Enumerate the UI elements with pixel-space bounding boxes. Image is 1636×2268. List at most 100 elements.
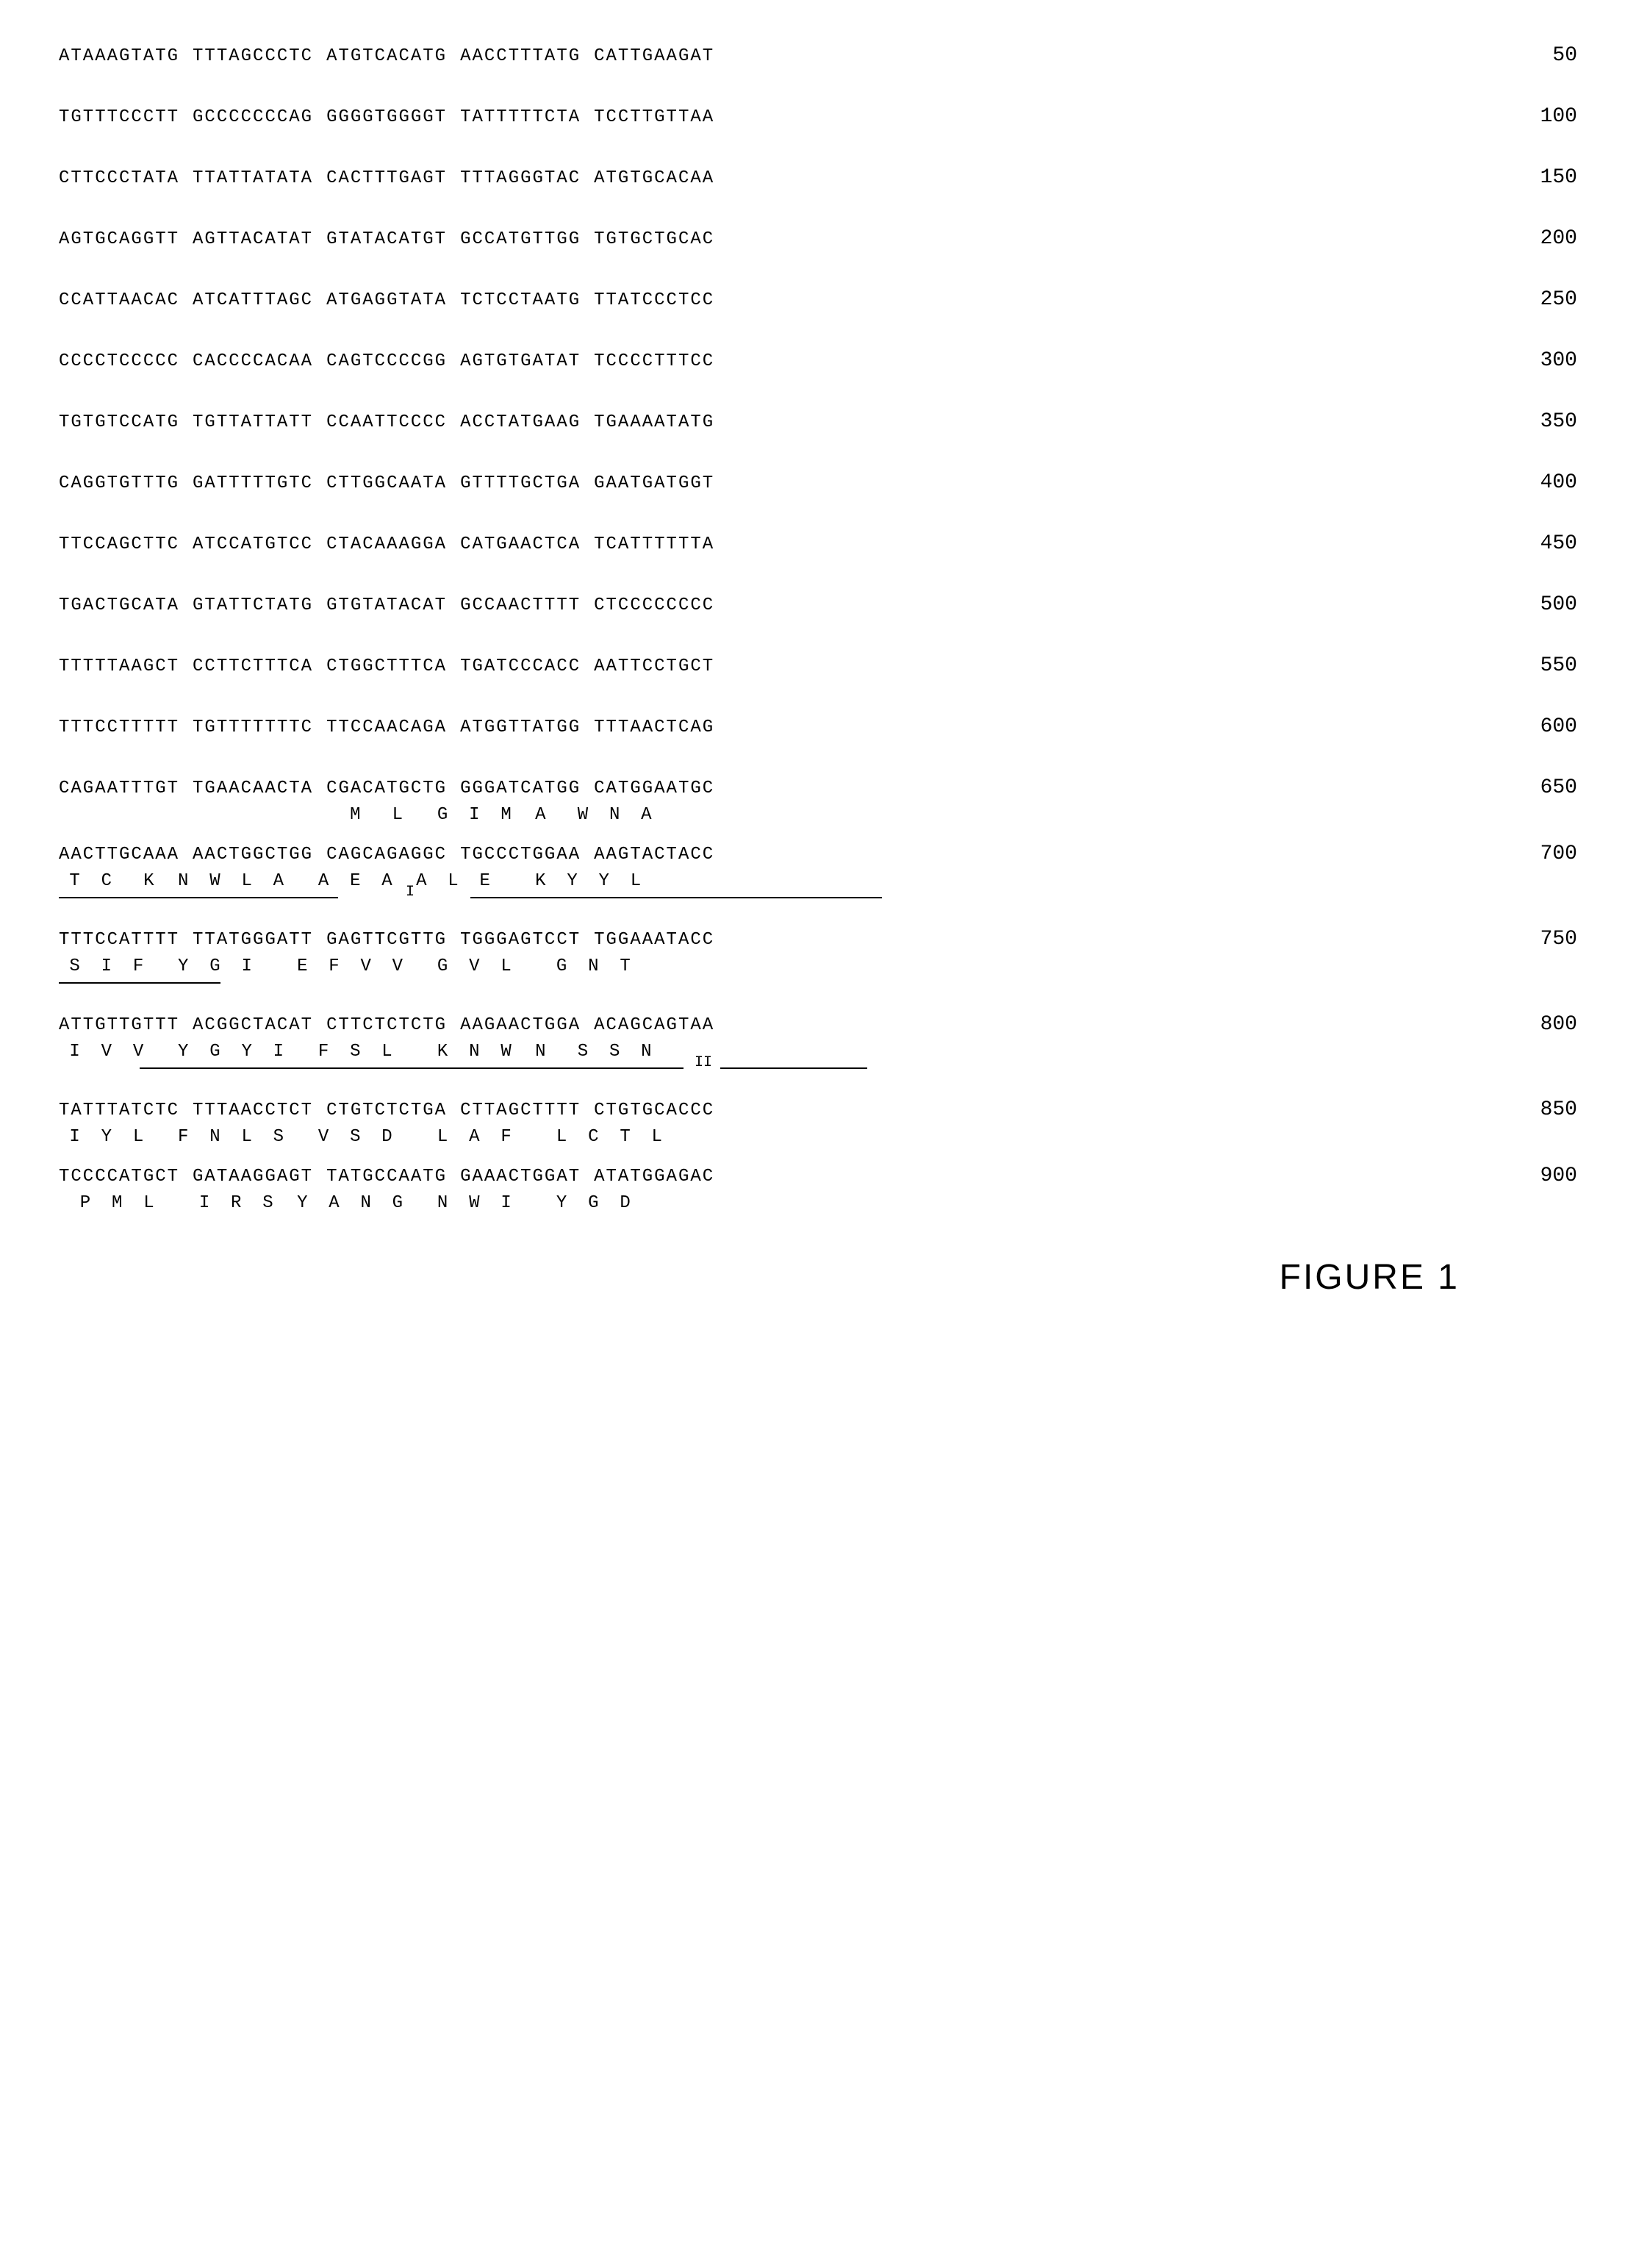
nucleotide-line: TGTGTCCATGTGTTATTATTCCAATTCCCCACCTATGAAG… <box>59 410 1577 433</box>
aa-block: E F V V <box>297 956 403 976</box>
seq-block: GATTTTTGTC <box>193 473 313 493</box>
position-number: 50 <box>1464 44 1577 67</box>
sequence-row: CAGAATTTGTTGAACAACTACGACATGCTGGGGATCATGG… <box>59 776 1577 825</box>
seq-block: GAAACTGGAT <box>460 1167 581 1187</box>
aa-block <box>59 805 165 825</box>
nucleotide-line: TTTTTAAGCTCCTTCTTTCACTGGCTTTCATGATCCCACC… <box>59 654 1577 677</box>
position-number: 300 <box>1452 349 1577 372</box>
sequence-row: TGTGTCCATGTGTTATTATTCCAATTCCCCACCTATGAAG… <box>59 410 1577 433</box>
seq-block: AAGAACTGGA <box>460 1015 581 1035</box>
seq-block: TATGCCAATG <box>326 1167 447 1187</box>
seq-block: CTGTCTCTGA <box>326 1101 447 1120</box>
aa-block: I Y L <box>59 1127 165 1147</box>
sequence-row: CAGGTGTTTG GATTTTTGTC CTTGGCAATA GTTTTGCTGA… <box>59 471 1577 494</box>
underline-row: I <box>59 897 1577 910</box>
nucleotide-line: TATTTATCTCTTTAACCTCTCTGTCTCTGACTTAGCTTTT… <box>59 1098 1577 1121</box>
aa-block: G N T <box>535 956 641 976</box>
seq-block: ACGGCTACAT <box>193 1015 313 1035</box>
seq-block: GCCATGTTGG <box>460 229 581 249</box>
seq-block: CTCCCCCCCC <box>594 595 714 615</box>
seq-block: CATGAACTCA <box>460 534 581 554</box>
seq-block: TGTTTTTTTC <box>193 718 313 737</box>
position-number: 750 <box>1452 928 1577 951</box>
sequence-row: TATTTATCTCTTTAACCTCTCTGTCTCTGACTTAGCTTTT… <box>59 1098 1577 1147</box>
sequence-row: TTTCCATTTTTTATGGGATTGAGTTCGTTGTGGGAGTCCT… <box>59 928 1577 995</box>
seq-block: TGTTATTATT <box>193 412 313 432</box>
seq-block: TTCCAGCTTC <box>59 534 179 554</box>
amino-acid-line: M L G I M A W N A <box>59 805 1577 825</box>
seq-block: CGACATGCTG <box>326 779 447 798</box>
nucleotide-line: TGTTTCCCTTGCCCCCCCAGGGGGTGGGGTTATTTTTCTA… <box>59 105 1577 128</box>
seq-block: ATGAGGTATA <box>326 290 447 310</box>
aa-block: Y G I <box>178 956 284 976</box>
position-number: 100 <box>1452 105 1577 128</box>
amino-acid-line: P M L I R S Y A N G N W I Y G D <box>59 1193 1577 1213</box>
seq-block: CCAATTCCCC <box>326 412 447 432</box>
position-number: 850 <box>1452 1098 1577 1121</box>
position-number: 500 <box>1452 593 1577 616</box>
seq-block: GCCAACTTTT <box>460 595 581 615</box>
seq-block: GAGTTCGTTG <box>326 930 447 950</box>
seq-block: TGAACAACTA <box>193 779 313 798</box>
nucleotide-line: ATTGTTGTTTACGGCTACATCTTCTCTCTGAAGAACTGGA… <box>59 1013 1577 1036</box>
nucleotide-line: CAGAATTTGTTGAACAACTACGACATGCTGGGGATCATGG… <box>59 776 1577 799</box>
aa-block <box>178 805 284 825</box>
aa-block: F N L S <box>178 1127 284 1147</box>
seq-block: ATTGTTGTTT <box>59 1015 179 1035</box>
seq-block: TTTAACCTCT <box>193 1101 313 1120</box>
seq-block: ATGTGCACAA <box>594 168 714 188</box>
aa-block: A L E <box>416 871 522 891</box>
nucleotide-line: CCATTAACACATCATTTAGCATGAGGTATATCTCCTAATG… <box>59 288 1577 311</box>
sequence-row: CCCCTCCCCCCACCCCACAACAGTCCCCGGAGTGTGATAT… <box>59 349 1577 372</box>
seq-block: CATGGAATGC <box>594 779 714 798</box>
aa-block: L C T L <box>535 1127 662 1147</box>
aa-block: Y A N G <box>297 1193 403 1213</box>
aa-block: Y G D <box>535 1193 641 1213</box>
sequence-row: CCATTAACACATCATTTAGCATGAGGTATATCTCCTAATG… <box>59 288 1577 311</box>
sequence-figure: ATAAAGTATGTTTAGCCCTCATGTCACATGAACCTTTATG… <box>59 44 1577 1213</box>
sequence-row: CTTCCCTATATTATTATATACACTTTGAGTTTTAGGGTAC… <box>59 166 1577 189</box>
seq-block: TTCCAACAGA <box>326 718 447 737</box>
sequence-row: TGTTTCCCTTGCCCCCCCAGGGGGTGGGGTTATTTTTCTA… <box>59 105 1577 128</box>
seq-block: CTGTGCACCC <box>594 1101 714 1120</box>
seq-block: AACTGGCTGG <box>193 845 313 865</box>
seq-block: TGTTTCCCTT <box>59 107 179 127</box>
tm-underline <box>59 897 338 898</box>
aa-block: A W N A <box>535 805 651 825</box>
seq-block: TTTCCATTTT <box>59 930 179 950</box>
seq-block: CTTGGCAATA <box>326 473 447 493</box>
figure-label: FIGURE 1 <box>59 1257 1577 1298</box>
seq-block: TCCCCATGCT <box>59 1167 179 1187</box>
seq-block: TGACTGCATA <box>59 595 179 615</box>
nucleotide-line: CTTCCCTATATTATTATATACACTTTGAGTTTTAGGGTAC… <box>59 166 1577 189</box>
nucleotide-line: TGACTGCATA GTATTCTATG GTGTATACAT GCCAACTTTT… <box>59 593 1577 616</box>
nucleotide-line: AGTGCAGGTTAGTTACATATGTATACATGTGCCATGTTGG… <box>59 227 1577 250</box>
seq-block: TTATCCCTCC <box>594 290 714 310</box>
position-number: 400 <box>1452 471 1577 494</box>
seq-block: GTATTCTATG <box>193 595 313 615</box>
position-number: 150 <box>1452 166 1577 189</box>
seq-block: TGCCCTGGAA <box>460 845 581 865</box>
nucleotide-line: ATAAAGTATGTTTAGCCCTCATGTCACATGAACCTTTATG… <box>59 44 1577 67</box>
seq-block: CAGGTGTTTG <box>59 473 179 493</box>
position-number: 550 <box>1452 654 1577 677</box>
aa-block: N W L A <box>178 871 284 891</box>
seq-block: ATAAAGTATG <box>59 46 179 66</box>
sequence-row: TTTTTAAGCTCCTTCTTTCACTGGCTTTCATGATCCCACC… <box>59 654 1577 677</box>
amino-acid-line: T C K N W L A A E A A L E K Y Y L <box>59 871 1577 891</box>
nucleotide-line: TTTCCTTTTTTGTTTTTTTCTTCCAACAGAATGGTTATGG… <box>59 715 1577 738</box>
nucleotide-line: AACTTGCAAAAACTGGCTGGCAGCAGAGGCTGCCCTGGAA… <box>59 843 1577 865</box>
position-number: 900 <box>1452 1165 1577 1187</box>
position-number: 200 <box>1452 227 1577 250</box>
seq-block: GTTTTGCTGA <box>460 473 581 493</box>
seq-block: ATATGGAGAC <box>594 1167 714 1187</box>
seq-block: GGGATCATGG <box>460 779 581 798</box>
aa-block: F S L <box>297 1042 403 1062</box>
seq-block: CTACAAAGGA <box>326 534 447 554</box>
aa-block: K N W <box>416 1042 522 1062</box>
aa-block: M L <box>297 805 403 825</box>
sequence-row: AACTTGCAAAAACTGGCTGGCAGCAGAGGCTGCCCTGGAA… <box>59 843 1577 910</box>
seq-block: GTGTATACAT <box>326 595 447 615</box>
seq-block: GTATACATGT <box>326 229 447 249</box>
seq-block: CTTCCCTATA <box>59 168 179 188</box>
